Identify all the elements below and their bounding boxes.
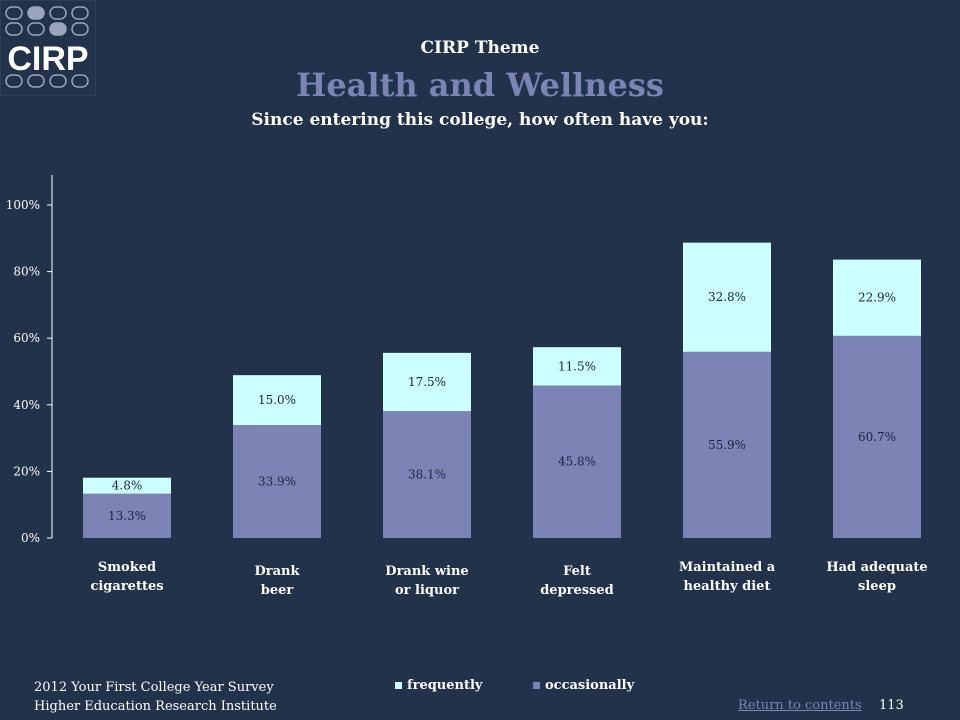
bar-frequently: [83, 477, 171, 494]
stacked-bar-chart: 0% 20% 40% 60% 80% 100% 13.3% 4.8% 33.9% 15.0% 38.…: [6, 175, 921, 545]
bar-frequently: [383, 352, 471, 412]
data-label-frequently: 11.5%: [558, 359, 596, 373]
data-label-frequently: 32.8%: [708, 290, 746, 304]
data-label-occasionally: 33.9%: [258, 475, 296, 489]
bar-occasionally: [833, 335, 921, 538]
chart-subtitle: Since entering this college, how often h…: [251, 110, 709, 130]
bar-frequently: [683, 242, 771, 352]
y-tick-label: 0%: [21, 531, 40, 545]
category-label: Drank beer: [254, 564, 300, 598]
legend-swatch-occasionally: [533, 682, 540, 689]
svg-text:CIRP: CIRP: [7, 40, 88, 78]
bar-occasionally: [683, 351, 771, 538]
legend-label-occasionally: occasionally: [545, 678, 635, 693]
data-label-occasionally: 45.8%: [558, 455, 596, 469]
footer-line-1: 2012 Your First College Year Survey: [34, 680, 274, 695]
data-label-occasionally: 38.1%: [408, 468, 446, 482]
return-to-contents-link[interactable]: Return to contents: [738, 698, 862, 713]
data-label-frequently: 22.9%: [858, 291, 896, 305]
category-label: Felt depressed: [540, 564, 614, 598]
data-label-occasionally: 60.7%: [858, 430, 896, 444]
data-label-frequently: 4.8%: [112, 479, 143, 493]
legend-swatch-frequently: [395, 682, 402, 689]
category-label: Maintained a healthy diet: [678, 560, 776, 594]
bar-occasionally: [233, 425, 321, 538]
bar-occasionally: [83, 493, 171, 538]
data-label-frequently: 17.5%: [408, 375, 446, 389]
data-label-occasionally: 55.9%: [708, 438, 746, 452]
category-label: Drank wine or liquor: [385, 564, 469, 598]
data-label-frequently: 15.0%: [258, 393, 296, 407]
legend-occasionally: occasionally: [533, 678, 634, 693]
y-tick-label: 60%: [13, 331, 40, 345]
legend-label-frequently: frequently: [407, 678, 483, 693]
y-tick-label: 80%: [13, 265, 40, 279]
y-tick-label: 20%: [13, 464, 40, 478]
footer-line-2: Higher Education Research Institute: [34, 699, 277, 714]
page-title: Health and Wellness: [296, 66, 664, 104]
category-label: Smoked cigarettes: [90, 560, 164, 594]
bar-frequently: [533, 347, 621, 386]
category-label: Had adequate sleep: [826, 560, 928, 594]
bar-frequently: [833, 259, 921, 336]
legend-frequently: frequently: [395, 678, 482, 693]
theme-label: CIRP Theme: [420, 38, 540, 58]
bar-occasionally: [533, 385, 621, 538]
page-number: 113: [879, 698, 904, 713]
data-label-occasionally: 13.3%: [108, 509, 146, 523]
footer-source: 2012 Your First College Year Survey High…: [34, 678, 277, 716]
bar-frequently: [233, 375, 321, 426]
cirp-logo: CIRP: [0, 0, 97, 97]
y-tick-label: 40%: [13, 398, 40, 412]
y-tick-label: 100%: [6, 198, 40, 212]
bar-occasionally: [383, 411, 471, 538]
